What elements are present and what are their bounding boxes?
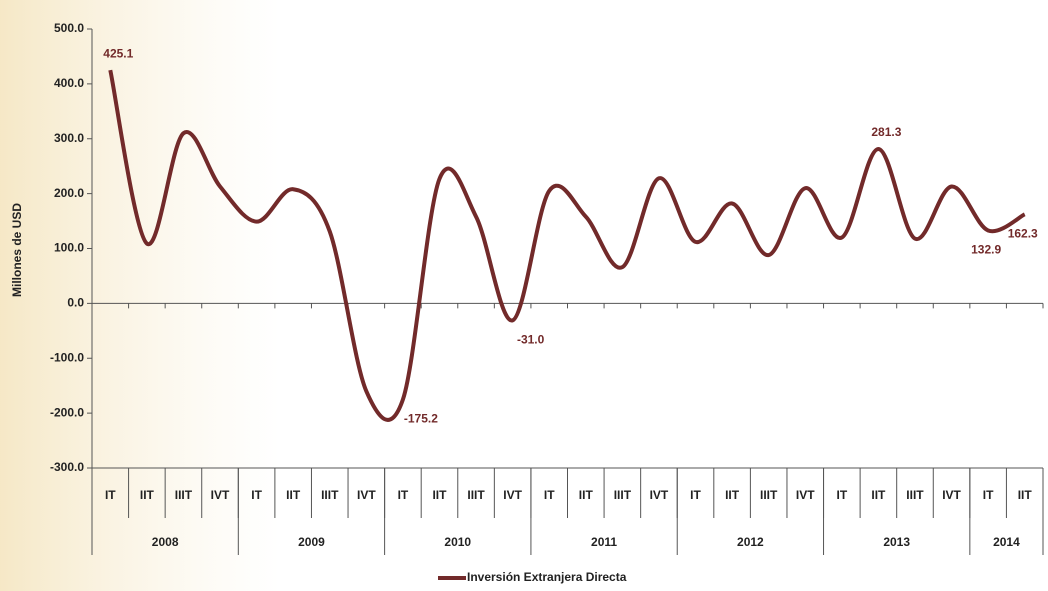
data-label: 132.9 (971, 243, 1001, 257)
x-tick-label: IVT (942, 488, 961, 502)
year-label: 2010 (444, 535, 471, 549)
legend-label: Inversión Extranjera Directa (467, 570, 627, 584)
year-label: 2012 (737, 535, 764, 549)
data-label: -31.0 (517, 333, 545, 347)
x-tick-label: IIT (286, 488, 301, 502)
x-tick-label: IIT (579, 488, 594, 502)
year-label: 2014 (993, 535, 1020, 549)
year-label: 2011 (591, 535, 617, 549)
x-tick-label: IT (983, 488, 994, 502)
y-tick-label: 100.0 (54, 241, 84, 255)
x-tick-label: IIT (1018, 488, 1033, 502)
year-label: 2008 (152, 535, 179, 549)
x-tick-label: IIIT (614, 488, 632, 502)
line (108, 69, 1026, 422)
x-tick-label: IT (836, 488, 847, 502)
x-tick-label: IIT (871, 488, 886, 502)
x-tick-label: IVT (650, 488, 669, 502)
y-axis-label: Millones de USD (10, 203, 24, 297)
x-tick-label: IIIT (760, 488, 778, 502)
x-tick-label: IT (690, 488, 701, 502)
y-tick-label: 0.0 (67, 296, 84, 310)
x-tick-label: IIT (432, 488, 447, 502)
x-tick-label: IVT (503, 488, 522, 502)
data-label: 425.1 (103, 46, 133, 60)
y-tick-label: 200.0 (54, 186, 84, 200)
y-tick-label: -200.0 (50, 405, 84, 419)
x-tick-label: IIIT (175, 488, 193, 502)
background-pattern (0, 0, 280, 591)
year-label: 2009 (298, 535, 325, 549)
data-label: -175.2 (404, 412, 438, 426)
x-tick-label: IIT (140, 488, 155, 502)
x-tick-label: IT (105, 488, 116, 502)
x-tick-label: IVT (796, 488, 815, 502)
x-tick-label: IIIT (321, 488, 339, 502)
x-tick-label: IT (398, 488, 409, 502)
x-tick-label: IVT (357, 488, 376, 502)
y-tick-label: 500.0 (54, 21, 84, 35)
x-tick-label: IIIT (906, 488, 924, 502)
x-tick-label: IVT (211, 488, 230, 502)
x-tick-label: IIIT (467, 488, 485, 502)
x-tick-label: IT (251, 488, 262, 502)
y-tick-label: 300.0 (54, 131, 84, 145)
year-label: 2013 (883, 535, 910, 549)
y-tick-label: 400.0 (54, 76, 84, 90)
x-tick-label: IIT (725, 488, 740, 502)
y-tick-label: -100.0 (50, 350, 84, 364)
data-label: 281.3 (871, 125, 901, 139)
y-tick-label: -300.0 (50, 460, 84, 474)
data-label: 162.3 (1008, 226, 1038, 240)
x-tick-label: IT (544, 488, 555, 502)
